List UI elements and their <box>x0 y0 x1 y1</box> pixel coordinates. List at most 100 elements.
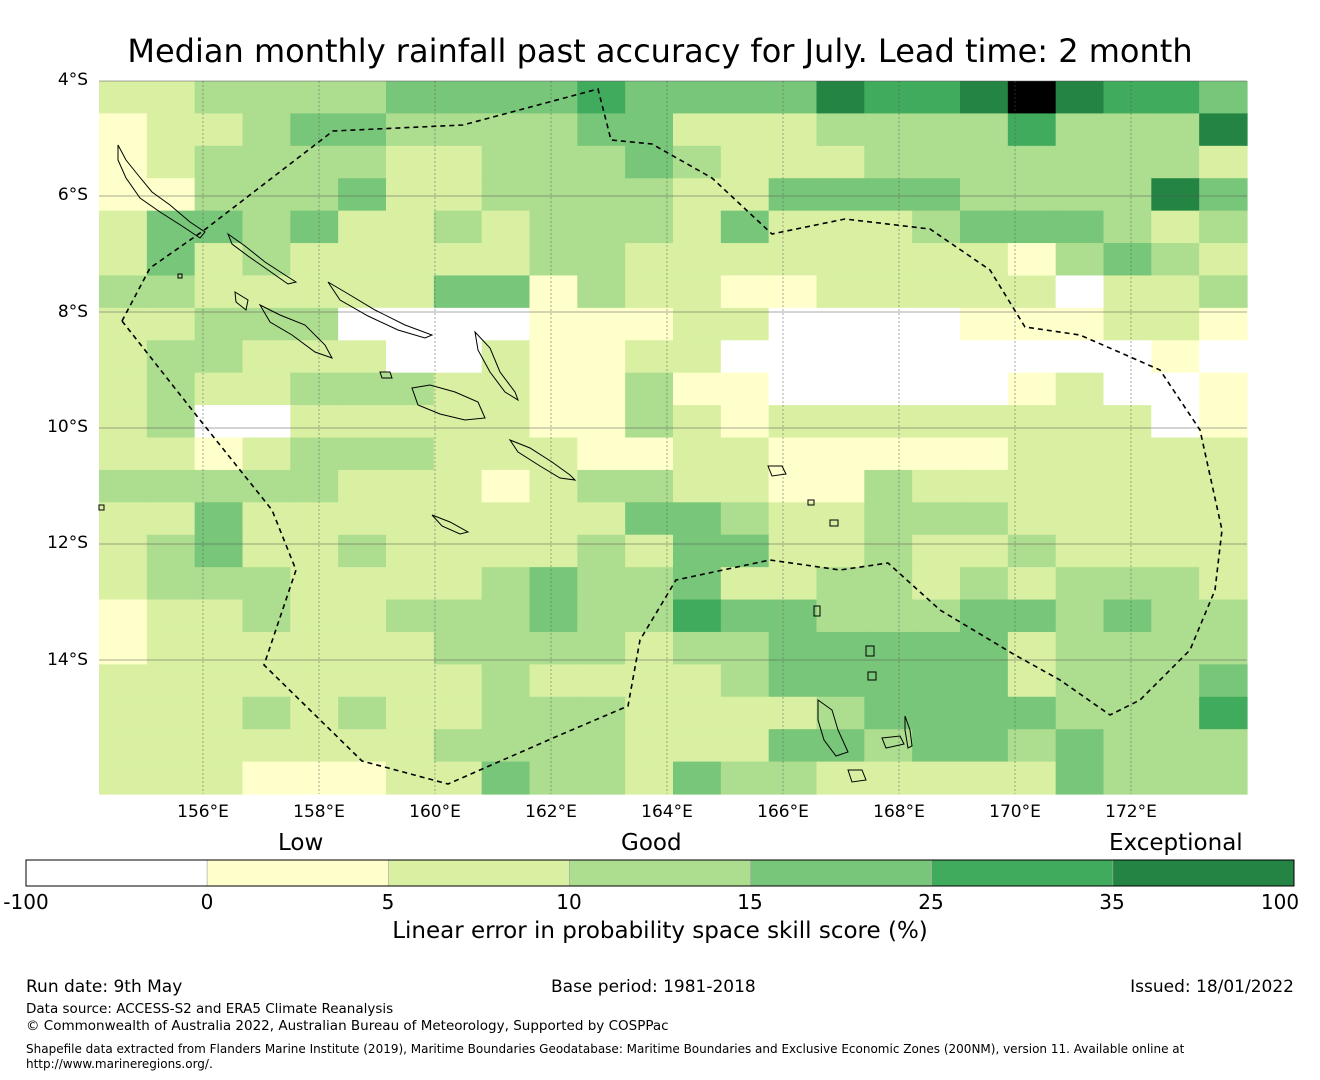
grid-cell <box>194 210 244 244</box>
grid-cell <box>481 243 531 277</box>
grid-cell <box>146 372 196 406</box>
grid-cell <box>577 405 626 439</box>
grid-cell <box>673 696 722 730</box>
grid-cell <box>1055 372 1105 406</box>
grid-cell <box>960 664 1009 698</box>
grid-cell <box>768 178 818 212</box>
grid-cell <box>386 729 435 763</box>
grid-cell <box>1103 534 1152 568</box>
grid-cell <box>529 243 578 277</box>
grid-cell <box>1103 761 1152 795</box>
grid-cell <box>1055 664 1105 698</box>
grid-cell <box>481 405 531 439</box>
grid-cell <box>242 405 291 439</box>
lon-label: 160°E <box>409 802 461 822</box>
grid-cell <box>99 307 148 341</box>
grid-cell <box>864 340 913 374</box>
grid-cell <box>960 437 1009 471</box>
grid-cell <box>864 307 913 341</box>
grid-cell <box>960 372 1009 406</box>
grid-cell <box>768 81 818 115</box>
grid-cell <box>768 145 818 179</box>
grid-cell <box>1007 405 1057 439</box>
copyright: © Commonwealth of Australia 2022, Austra… <box>26 1018 669 1034</box>
grid-cell <box>960 599 1009 633</box>
grid-cell <box>194 696 244 730</box>
grid-cell <box>1151 372 1200 406</box>
grid-cell <box>146 729 196 763</box>
grid-cell <box>912 664 961 698</box>
grid-cell <box>433 307 483 341</box>
grid-cell <box>1199 534 1248 568</box>
grid-cell <box>912 437 961 471</box>
grid-cell <box>242 567 291 601</box>
colorbar-tick: 10 <box>556 890 582 914</box>
grid-cell <box>1007 567 1057 601</box>
grid-cell <box>481 307 531 341</box>
grid-cell <box>577 729 626 763</box>
grid-cell <box>1199 113 1248 147</box>
grid-cell <box>386 502 435 536</box>
grid-cell <box>290 469 339 503</box>
grid-cell <box>720 178 770 212</box>
coastline-malekula <box>881 735 905 749</box>
grid-cell <box>625 372 674 406</box>
grid-cell <box>529 81 578 115</box>
grid-cell <box>768 534 818 568</box>
colorbar-tick: -100 <box>3 890 49 914</box>
grid-cell <box>433 113 483 147</box>
grid-cell <box>625 113 674 147</box>
grid-cell <box>912 81 961 115</box>
base-period: Base period: 1981-2018 <box>551 977 756 997</box>
grid-cell <box>1103 243 1152 277</box>
grid-cell <box>338 469 387 503</box>
grid-cell <box>577 243 626 277</box>
grid-cell <box>290 372 339 406</box>
grid-cell <box>864 145 913 179</box>
grid-cell <box>1007 696 1057 730</box>
grid-cell <box>1199 469 1248 503</box>
grid-cell <box>1199 729 1248 763</box>
grid-cell <box>242 372 291 406</box>
grid-cell <box>99 567 148 601</box>
grid-cell <box>481 599 531 633</box>
lon-label: 166°E <box>757 802 809 822</box>
graticule-lines <box>99 80 1247 794</box>
grid-cell <box>673 567 722 601</box>
grid-cell <box>720 664 770 698</box>
lat-label: 14°S <box>47 650 88 670</box>
grid-cell <box>864 372 913 406</box>
coastline-pentecost <box>904 715 913 749</box>
grid-cell <box>481 145 531 179</box>
grid-cell <box>960 469 1009 503</box>
grid-cell <box>194 145 244 179</box>
grid-cell <box>99 469 148 503</box>
grid-cell <box>912 729 961 763</box>
grid-cell <box>960 502 1009 536</box>
grid-cell <box>242 502 291 536</box>
grid-cell <box>529 469 578 503</box>
grid-cell <box>625 243 674 277</box>
grid-cell <box>673 502 722 536</box>
grid-cell <box>673 113 722 147</box>
grid-cell <box>1199 631 1248 665</box>
grid-cell <box>242 469 291 503</box>
coastline-islet <box>813 605 821 617</box>
coastline-new-ireland <box>117 144 206 239</box>
grid-cell <box>1055 437 1105 471</box>
grid-cell <box>146 631 196 665</box>
lon-label: 172°E <box>1105 802 1157 822</box>
grid-cell <box>912 502 961 536</box>
grid-cell <box>433 534 483 568</box>
coastline-islet <box>829 519 839 527</box>
grid-cell <box>673 275 722 309</box>
grid-cell <box>1103 178 1152 212</box>
grid-cell <box>386 113 435 147</box>
coastline-islet <box>865 645 875 657</box>
grid-cell <box>1055 210 1105 244</box>
grid-cell <box>194 113 244 147</box>
grid-cell <box>912 405 961 439</box>
grid-cell <box>386 178 435 212</box>
grid-cell <box>99 599 148 633</box>
coastlines <box>98 144 913 783</box>
